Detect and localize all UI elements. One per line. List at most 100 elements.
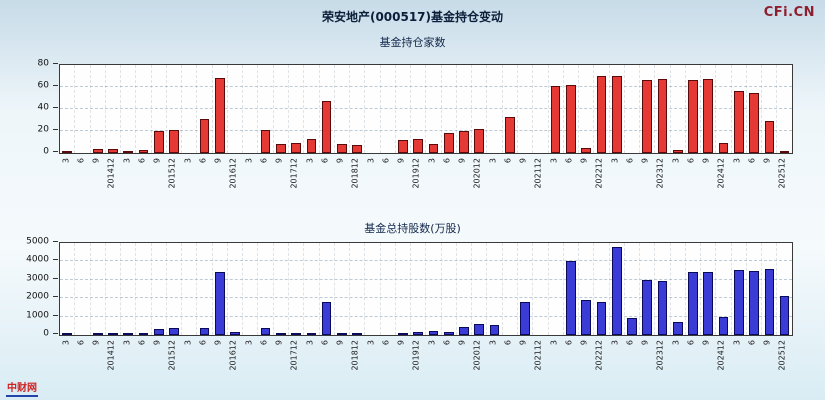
x-tick-label: 6 (198, 158, 208, 164)
x-tick-slot: 3 (303, 154, 318, 204)
bar-slot (686, 65, 702, 153)
x-tick-slot: 201712 (288, 154, 303, 204)
bar-slot (381, 65, 396, 153)
bar-slot (274, 243, 289, 335)
bar-slot (457, 65, 473, 153)
x-tick-slot: 9 (761, 154, 776, 204)
bar-slot (625, 243, 641, 335)
x-tick-label: 6 (259, 158, 269, 164)
gridline (60, 278, 792, 280)
bar-slot (487, 65, 503, 153)
x-tick-slot: 6 (623, 154, 638, 204)
x-tick-slot: 9 (334, 154, 349, 204)
x-tick-label: 6 (381, 340, 391, 346)
x-tick-slot: 9 (395, 154, 410, 204)
bar-slot (533, 243, 549, 335)
bar-slot (91, 243, 106, 335)
x-tick-slot: 6 (440, 336, 455, 390)
bar-slot (594, 65, 610, 153)
bar (688, 271, 698, 335)
bar-slot (213, 243, 228, 335)
x-tick-slot: 9 (90, 154, 105, 204)
chart2-gridlines (60, 243, 792, 335)
bar (474, 323, 485, 335)
x-tick-slot: 202012 (471, 336, 486, 390)
bar-slot (762, 243, 778, 335)
x-tick-slot: 3 (303, 336, 318, 390)
y-tick-label: 0 (43, 146, 49, 157)
bar-slot (304, 243, 320, 335)
bar (153, 329, 164, 335)
x-tick-label: 3 (305, 158, 315, 164)
bar-slot (549, 65, 564, 153)
x-tick-label: 6 (625, 340, 635, 346)
x-tick-slot: 202112 (532, 336, 547, 390)
bar-slot (671, 65, 686, 153)
bar (214, 272, 225, 335)
chart2-bars (60, 243, 792, 335)
y-tick-mark (53, 241, 58, 242)
bar (566, 84, 576, 153)
x-tick-label: 3 (671, 158, 681, 164)
y-tick-label: 1000 (26, 310, 49, 321)
bar (337, 144, 347, 153)
bar-slot (655, 65, 671, 153)
x-tick-label: 202012 (472, 158, 482, 189)
x-tick-slot: 9 (334, 336, 349, 390)
x-tick-label: 201812 (350, 158, 360, 189)
bar (306, 138, 317, 153)
bar-slot (518, 243, 534, 335)
bar (398, 333, 408, 335)
x-tick-label: 3 (244, 158, 254, 164)
bar-slot (350, 65, 366, 153)
bar (642, 80, 653, 153)
x-tick-label: 202212 (594, 340, 604, 371)
x-tick-label: 6 (76, 158, 86, 164)
bar-slot (564, 243, 580, 335)
y-tick-mark (53, 259, 58, 261)
bar-slot (747, 243, 763, 335)
x-tick-label: 9 (762, 340, 772, 346)
bar-slot (91, 65, 106, 153)
x-tick-label: 9 (152, 158, 162, 164)
x-tick-slot: 6 (74, 336, 89, 390)
x-tick-label: 3 (610, 158, 620, 164)
bar-slot (274, 65, 289, 153)
x-tick-label: 3 (183, 340, 193, 346)
bar (321, 301, 332, 335)
bar (718, 143, 729, 153)
x-tick-label: 9 (335, 340, 345, 346)
x-tick-slot: 6 (501, 336, 516, 390)
x-tick-slot: 201612 (227, 154, 242, 204)
x-tick-slot: 3 (120, 154, 135, 204)
x-tick-slot: 6 (379, 154, 394, 204)
bar-slot (625, 65, 641, 153)
x-tick-slot: 3 (59, 154, 74, 204)
bar (596, 301, 607, 335)
chart1-gridlines (60, 65, 792, 153)
x-tick-slot: 9 (700, 336, 715, 390)
x-tick-label: 201712 (289, 158, 299, 189)
bar-slot (671, 243, 686, 335)
y-tick-label: 4000 (26, 254, 49, 265)
bar (214, 78, 225, 153)
x-tick-label: 9 (579, 158, 589, 164)
bar (657, 280, 668, 335)
x-tick-label: 6 (564, 158, 574, 164)
x-tick-slot: 9 (456, 336, 471, 390)
bar-slot (732, 65, 747, 153)
x-tick-label: 3 (61, 158, 71, 164)
y-tick-mark (53, 107, 58, 108)
x-tick-label: 202412 (716, 340, 726, 371)
bar-slot (182, 65, 198, 153)
x-tick-slot: 202112 (532, 154, 547, 204)
bar-slot (716, 243, 732, 335)
y-tick-mark (53, 314, 58, 316)
bar-slot (289, 65, 305, 153)
bar (169, 129, 179, 153)
x-tick-slot: 9 (151, 336, 166, 390)
x-tick-label: 3 (732, 340, 742, 346)
gridline (60, 108, 792, 109)
bar-slot (472, 243, 488, 335)
bar (428, 144, 439, 153)
